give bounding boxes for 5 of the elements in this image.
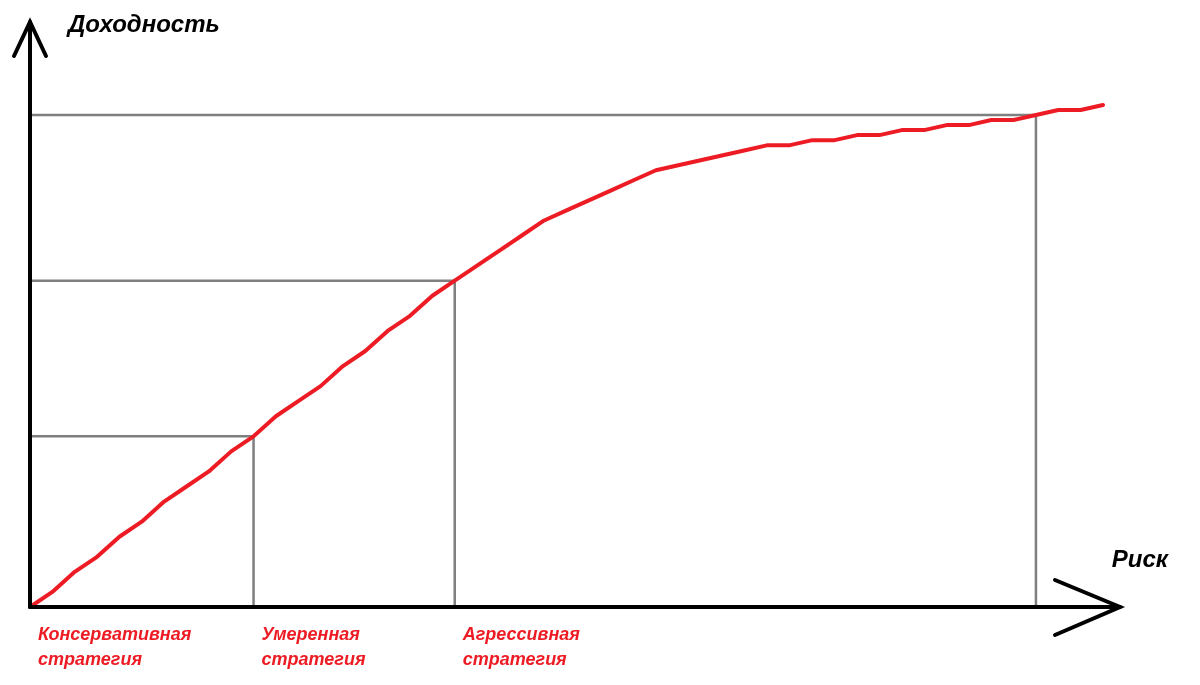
text: Умеренная стратегия: [261, 624, 366, 669]
text: Агрессивная стратегия: [461, 624, 581, 669]
text: Консервативная стратегия: [38, 624, 192, 669]
x-axis-title: Риск: [1111, 545, 1170, 572]
y-axis-title: Доходность: [66, 10, 220, 37]
